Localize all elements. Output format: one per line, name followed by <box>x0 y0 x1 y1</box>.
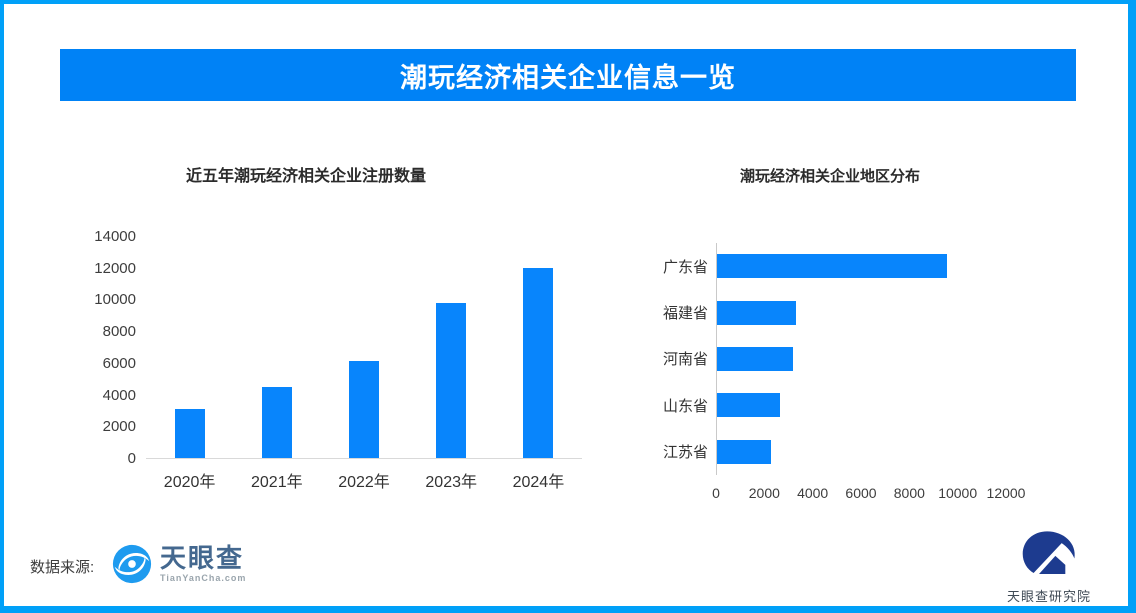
tianyancha-logo: 天眼查 TianYanCha.com <box>112 544 246 589</box>
region-bar-chart: 广东省福建省河南省山东省江苏省 0 2000 4000 6000 8000 10000 12… <box>648 243 1068 501</box>
x-tick-label: 0 <box>712 485 720 501</box>
right-chart-plot-area: 广东省福建省河南省山东省江苏省 <box>648 243 1068 475</box>
bar-山东省 <box>717 393 780 418</box>
x-tick-label: 4000 <box>797 485 829 501</box>
x-tick-label: 2000 <box>748 485 780 501</box>
right-chart-x-axis: 0 2000 4000 6000 8000 10000 12000 <box>712 485 1028 503</box>
bar-河南省 <box>717 346 794 371</box>
left-chart-x-axis: 2020年 2021年 2022年 2023年 2024年 <box>146 468 582 492</box>
bar-2024年 <box>523 267 554 458</box>
x-tick-label: 2024年 <box>512 474 565 491</box>
region-row: 河南省 <box>648 335 1068 383</box>
y-tick-label: 12000 <box>94 259 136 277</box>
y-tick-label: 4000 <box>102 386 136 404</box>
y-tick-label: 14000 <box>94 228 136 245</box>
region-row: 江苏省 <box>648 428 1068 475</box>
x-tick-label: 10000 <box>938 485 978 501</box>
region-row: 广东省 <box>648 243 1068 290</box>
bar-2022年 <box>349 361 379 458</box>
x-tick-label: 12000 <box>986 485 1026 501</box>
title-banner: 潮玩经济相关企业信息一览 <box>60 49 1076 101</box>
bar-江苏省 <box>717 439 772 464</box>
y-tick-label: 0 <box>127 450 136 467</box>
category-label: 广东省 <box>662 258 708 276</box>
institute-swoosh-icon <box>1020 530 1078 583</box>
left-chart-plot-area <box>146 237 582 459</box>
right-chart-title: 潮玩经济相关企业地区分布 <box>740 168 921 185</box>
tianyancha-eye-icon <box>112 544 152 589</box>
infographic-content: 潮玩经济相关企业信息一览 近五年潮玩经济相关企业注册数量 潮玩经济相关企业地区分… <box>4 4 1128 606</box>
registration-bar-chart: 0 2000 4000 6000 8000 10000 12000 14000 2020年 20… <box>90 229 590 492</box>
tianyancha-domain: TianYanCha.com <box>160 573 247 583</box>
data-source-label: 数据来源: <box>30 559 95 576</box>
category-label: 河南省 <box>662 351 708 369</box>
bar-2020年 <box>174 408 205 458</box>
institute-name: 天眼查研究院 <box>1006 589 1091 604</box>
x-tick-label: 2021年 <box>251 474 303 491</box>
tianyancha-name: 天眼查 <box>160 543 245 573</box>
region-row: 山东省 <box>648 382 1068 429</box>
y-tick-label: 8000 <box>102 323 136 341</box>
y-tick-label: 6000 <box>102 354 136 372</box>
research-institute-logo: 天眼查研究院 <box>1004 530 1094 605</box>
left-chart-title: 近五年潮玩经济相关企业注册数量 <box>186 168 427 185</box>
tianyancha-wordmark: 天眼查 TianYanCha.com <box>160 544 246 583</box>
bar-2021年 <box>261 386 292 458</box>
x-tick-label: 8000 <box>893 485 925 501</box>
bar-福建省 <box>717 300 796 325</box>
x-tick-label: 2023年 <box>425 474 478 491</box>
y-tick-label: 2000 <box>102 418 136 436</box>
x-tick-label: 2020年 <box>163 474 216 491</box>
category-label: 山东省 <box>662 397 708 415</box>
left-chart-y-axis: 0 2000 4000 6000 8000 10000 12000 14000 <box>90 229 136 467</box>
bar-广东省 <box>717 254 947 279</box>
region-row: 福建省 <box>648 289 1068 336</box>
bar-2023年 <box>436 303 467 458</box>
category-label: 福建省 <box>662 305 708 323</box>
x-tick-label: 6000 <box>845 485 877 501</box>
y-tick-label: 10000 <box>94 291 136 309</box>
page-title: 潮玩经济相关企业信息一览 <box>400 62 736 93</box>
category-label: 江苏省 <box>662 444 708 462</box>
x-tick-label: 2022年 <box>338 474 390 491</box>
